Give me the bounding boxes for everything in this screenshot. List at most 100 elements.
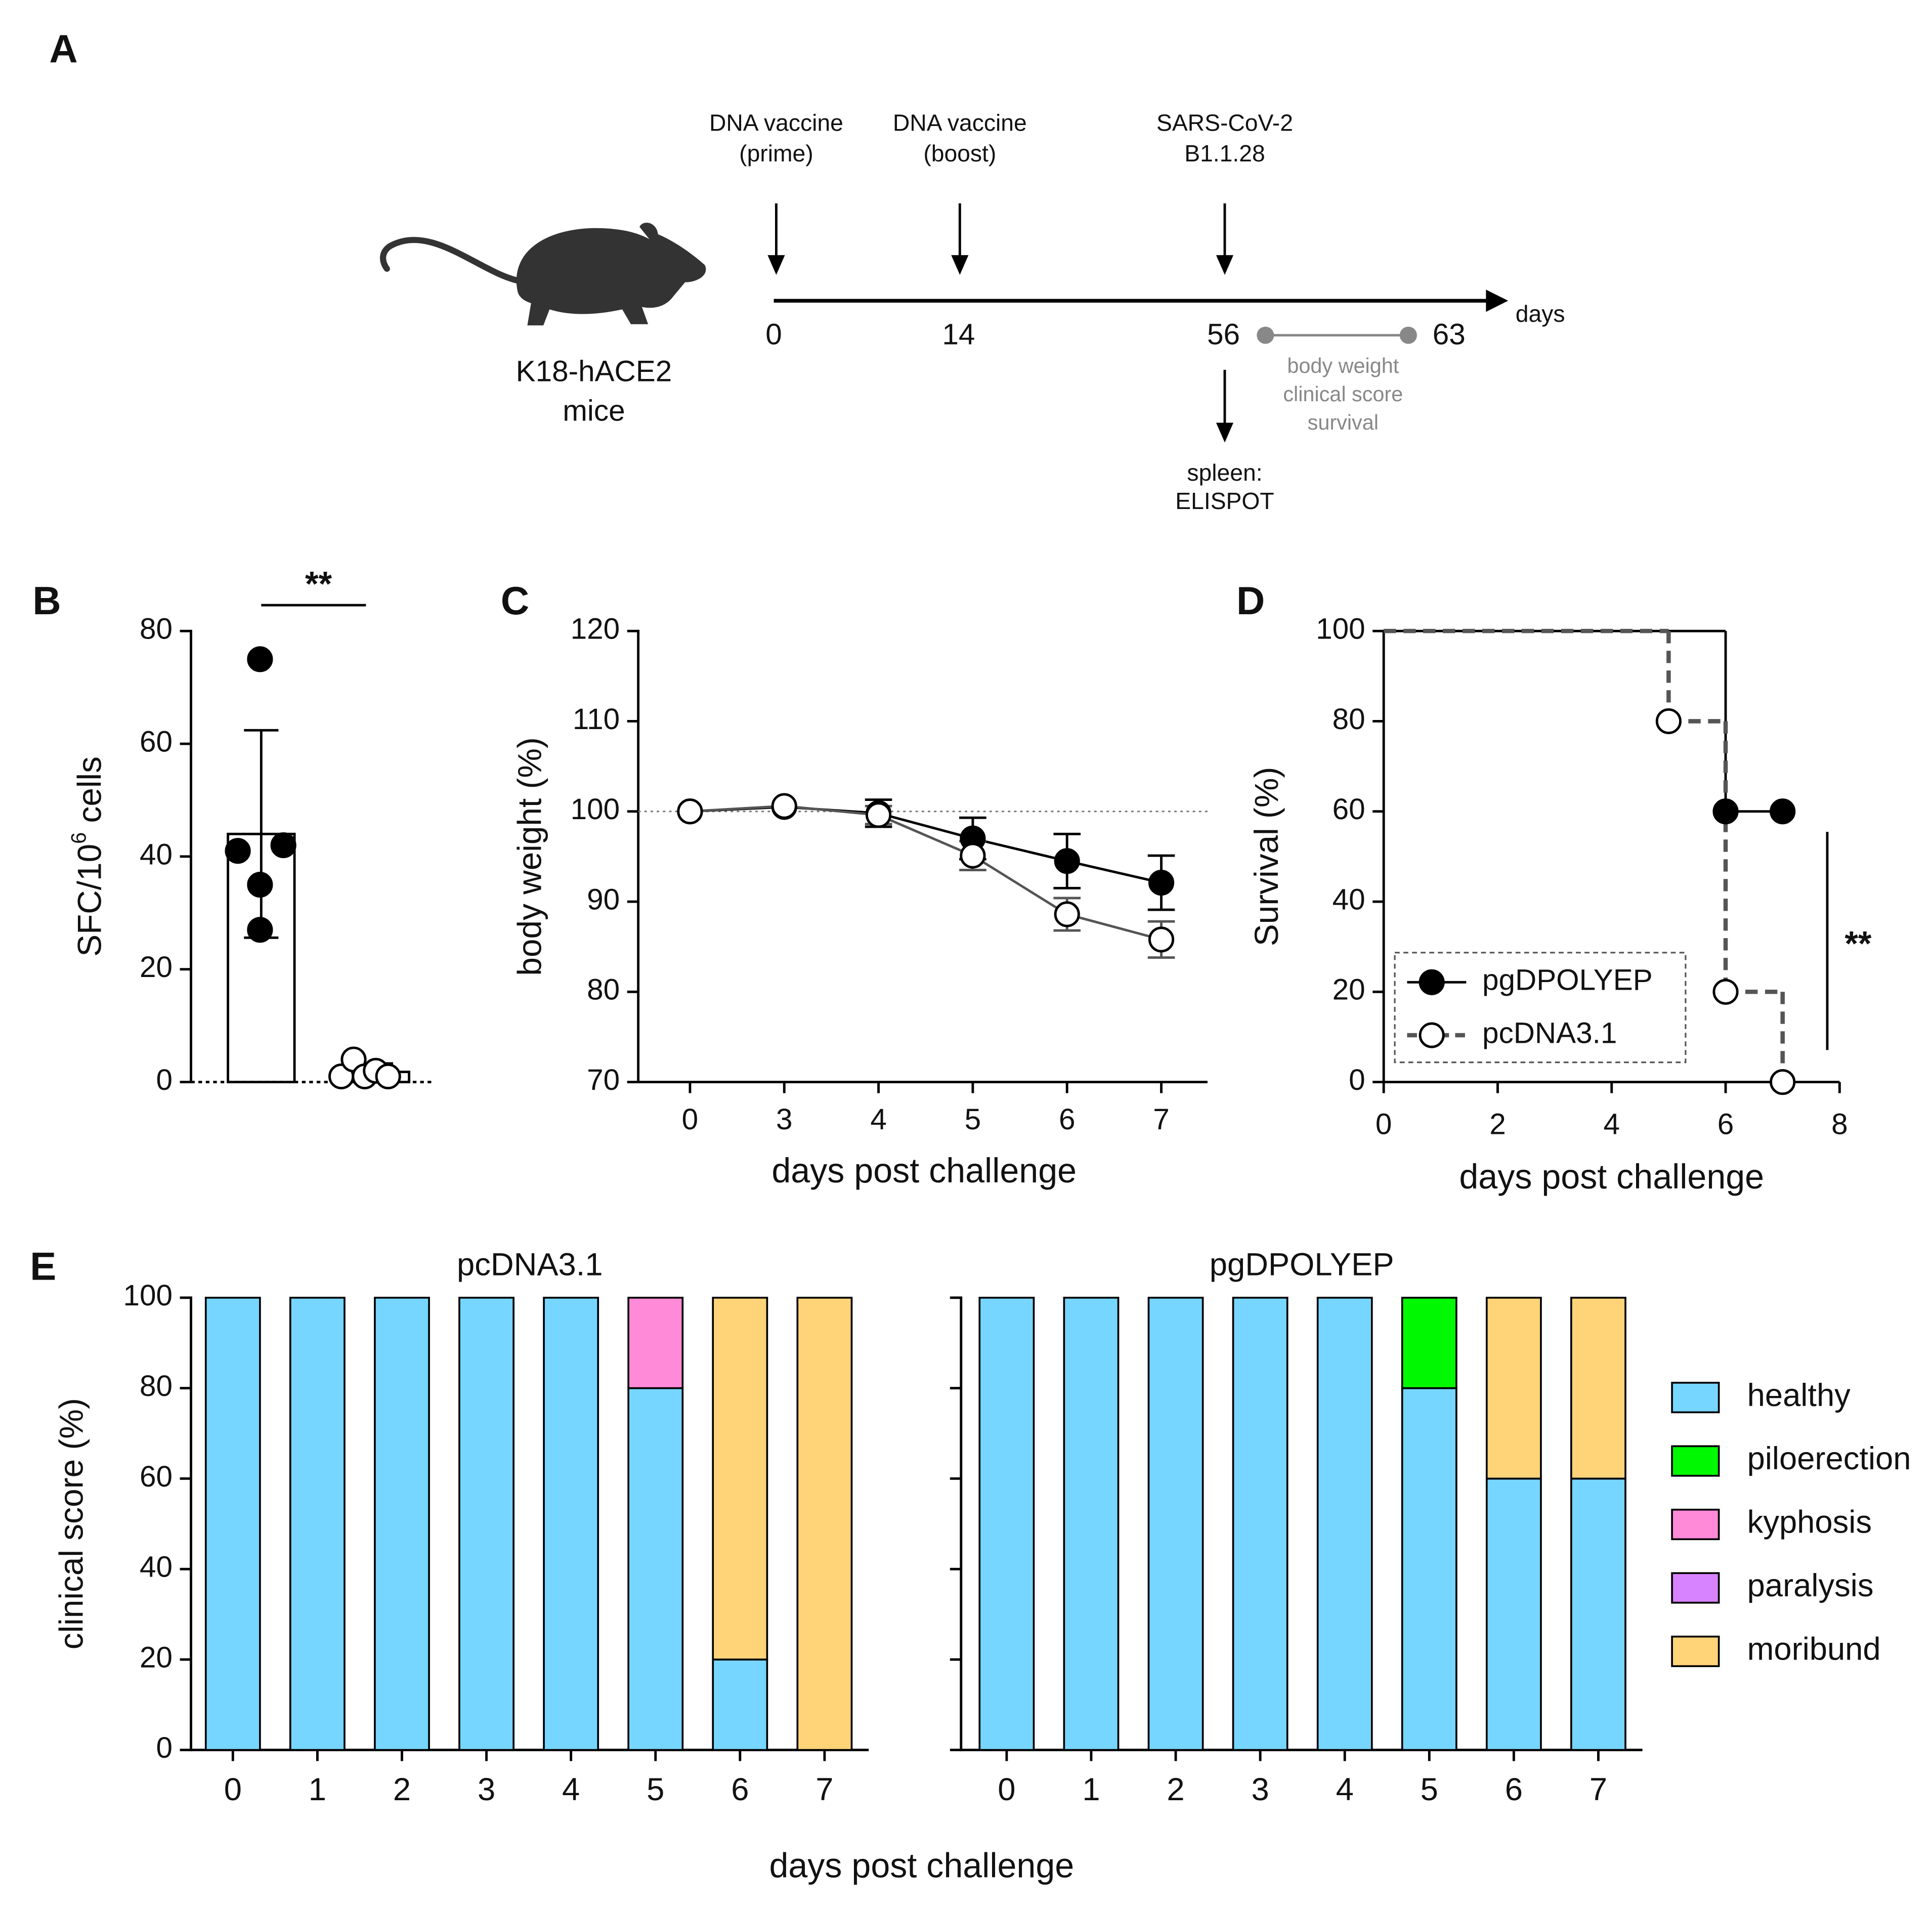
monitor-label: survival	[1308, 411, 1379, 434]
data-point	[1770, 1069, 1796, 1095]
y-tick-label: 20	[1333, 973, 1365, 1006]
legend-label: moribund	[1747, 1632, 1881, 1667]
data-point	[1054, 848, 1080, 874]
x-tick-label: 1	[309, 1772, 326, 1807]
monitor-dot	[1257, 326, 1274, 344]
monitor-label: body weight	[1287, 354, 1399, 377]
data-point	[1770, 798, 1796, 825]
x-tick-label: 1	[1082, 1772, 1100, 1807]
bar-segment	[1147, 1296, 1204, 1751]
y-tick-label: 40	[140, 1551, 173, 1584]
data-point	[771, 793, 797, 819]
bar-segment	[458, 1296, 514, 1751]
y-tick-label: 80	[140, 1370, 173, 1403]
bar-segment	[978, 1296, 1035, 1751]
bar-segment	[1063, 1296, 1120, 1751]
data-point	[960, 842, 986, 869]
legend-label: piloerection	[1747, 1441, 1911, 1476]
bar-segment	[374, 1296, 430, 1751]
monitor-dot	[1399, 326, 1417, 344]
mouse-tail	[380, 237, 523, 284]
event-label: (prime)	[739, 140, 813, 166]
event-label: DNA vaccine	[709, 109, 843, 136]
x-tick-label: 3	[1252, 1772, 1269, 1807]
legend-label: kyphosis	[1747, 1505, 1872, 1540]
y-tick-label: 20	[140, 951, 173, 984]
legend-marker	[1419, 1022, 1445, 1048]
x-tick-label: 0	[224, 1772, 242, 1807]
y-tick-label: 0	[156, 1731, 173, 1764]
x-tick-label: 0	[1376, 1108, 1392, 1141]
y-axis-label-part: SFC/10	[71, 844, 108, 957]
legend-label: paralysis	[1747, 1568, 1874, 1603]
panel-label: B	[32, 578, 61, 623]
legend-label: healthy	[1747, 1378, 1851, 1413]
data-point	[677, 798, 703, 825]
arrow-head	[1216, 255, 1234, 275]
x-tick-label: 3	[478, 1772, 495, 1807]
x-axis-label: days post challenge	[771, 1152, 1077, 1190]
y-tick-label: 80	[587, 973, 620, 1006]
legend-swatch	[1671, 1382, 1720, 1414]
legend-label: pgDPOLYEP	[1482, 964, 1653, 997]
event-label: B1.1.28	[1184, 140, 1265, 166]
x-tick-label: 4	[1603, 1108, 1620, 1141]
day-label: 14	[942, 318, 975, 351]
event-label: (boost)	[923, 140, 996, 166]
day-label: 56	[1207, 318, 1240, 351]
bar-segment	[543, 1296, 599, 1751]
x-tick-label: 0	[682, 1103, 699, 1136]
bar-segment	[796, 1296, 853, 1751]
data-point	[1712, 979, 1739, 1005]
x-tick-label: 6	[1718, 1108, 1734, 1141]
y-axis-label: SFC/106 cells	[67, 756, 108, 957]
y-tick-label: 60	[140, 725, 173, 758]
data-point	[1712, 798, 1739, 825]
mouse-body	[516, 223, 706, 326]
y-tick-label: 60	[140, 1460, 173, 1493]
y-tick-label: 40	[140, 838, 173, 871]
legend-box	[1394, 952, 1687, 1064]
x-tick-label: 2	[393, 1772, 411, 1807]
legend-swatch	[1671, 1508, 1720, 1541]
data-point	[1148, 926, 1175, 953]
data-point	[375, 1063, 401, 1090]
x-tick-label: 5	[1421, 1772, 1438, 1807]
bar-segment	[1485, 1477, 1542, 1751]
bar-segment	[712, 1659, 768, 1751]
y-tick-label: 40	[1333, 883, 1365, 916]
significance: **	[1844, 925, 1872, 963]
bar-segment	[1316, 1296, 1373, 1751]
y-tick-label: 100	[1316, 613, 1365, 646]
y-tick-label: 0	[1349, 1064, 1365, 1096]
event-label: SARS-CoV-2	[1156, 109, 1293, 136]
series-line	[690, 804, 1162, 941]
x-tick-label: 5	[965, 1103, 981, 1136]
x-tick-label: 6	[1059, 1103, 1076, 1136]
panel-label: E	[30, 1244, 56, 1288]
x-tick-label: 2	[1489, 1108, 1506, 1141]
arrow-head	[1486, 289, 1509, 312]
data-point	[865, 802, 892, 828]
y-tick-label: 60	[1333, 793, 1365, 826]
legend-swatch	[1671, 1445, 1720, 1477]
x-tick-label: 8	[1831, 1108, 1848, 1141]
data-point	[270, 832, 296, 859]
y-tick-label: 120	[571, 613, 620, 646]
y-axis-label: Survival (%)	[1248, 767, 1285, 946]
y-tick-label: 0	[156, 1064, 173, 1096]
x-tick-label: 4	[562, 1772, 580, 1807]
legend-swatch	[1671, 1635, 1720, 1667]
day-label: 0	[765, 318, 782, 351]
x-tick-label: 6	[731, 1772, 749, 1807]
bar-segment	[627, 1387, 684, 1751]
x-tick-label: 4	[1336, 1772, 1354, 1807]
x-axis-label: days post challenge	[769, 1847, 1074, 1885]
y-tick-label: 20	[140, 1641, 173, 1674]
bar-segment	[1232, 1296, 1289, 1751]
y-axis-label: body weight (%)	[511, 737, 548, 975]
x-tick-label: 0	[998, 1772, 1015, 1807]
x-tick-label: 7	[815, 1772, 833, 1807]
panel-label: A	[49, 26, 77, 71]
data-point	[1655, 708, 1682, 735]
